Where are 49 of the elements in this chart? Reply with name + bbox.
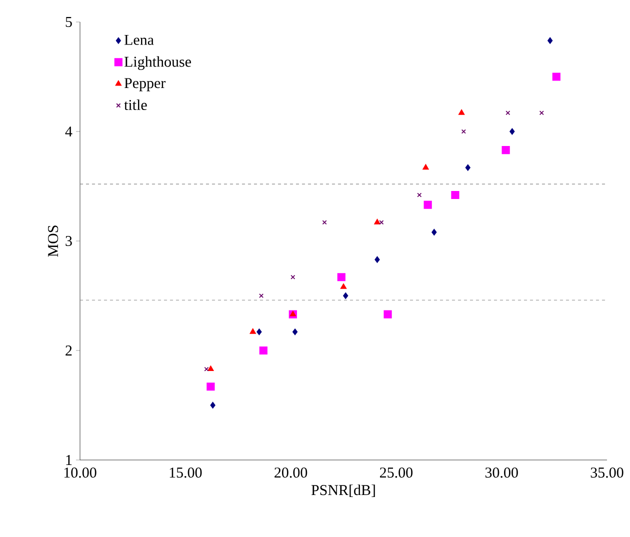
point [548, 37, 553, 44]
point [502, 146, 510, 154]
point [210, 402, 216, 408]
point [417, 192, 422, 198]
point [451, 190, 460, 200]
y-tick-label: 1 [66, 455, 72, 465]
legend-label: Lighthouse [124, 56, 191, 70]
y-axis-title: MOS [48, 226, 58, 257]
point [206, 382, 215, 391]
point [432, 228, 437, 236]
point [384, 310, 392, 318]
point [250, 328, 256, 334]
point [374, 256, 380, 263]
point [259, 293, 264, 298]
y-tick-label: 4 [65, 126, 72, 136]
x-tick-label: 20.00 [274, 468, 308, 478]
y-tick-label: 5 [66, 17, 72, 27]
point [322, 220, 327, 225]
point [340, 284, 347, 289]
legend-label: Lena [124, 34, 154, 45]
point [292, 328, 298, 336]
point [256, 328, 262, 336]
point [461, 129, 466, 134]
point [539, 110, 544, 116]
point [290, 274, 296, 280]
legend-label: Pepper [124, 78, 166, 92]
point [259, 346, 268, 355]
point [510, 128, 515, 135]
point [208, 366, 214, 372]
point [379, 220, 384, 225]
point [204, 366, 209, 372]
x-tick-label: 25.00 [380, 468, 413, 478]
point [374, 218, 380, 224]
x-axis-title: PSNR[dB] [311, 484, 375, 497]
legend-label: title [124, 100, 147, 110]
point [337, 273, 346, 282]
x-tick-label: 30.00 [485, 468, 518, 478]
point [465, 164, 470, 171]
y-tick-label: 3 [66, 236, 72, 246]
x-tick-label: 10.00 [64, 468, 96, 478]
point [506, 110, 510, 116]
y-tick-label: 2 [66, 346, 72, 356]
x-tick-label: 35.00 [590, 468, 624, 478]
point [343, 292, 348, 299]
point [424, 200, 432, 209]
point [552, 72, 560, 81]
point [458, 109, 465, 115]
x-tick-label: 15.00 [170, 468, 202, 478]
point [422, 164, 429, 170]
